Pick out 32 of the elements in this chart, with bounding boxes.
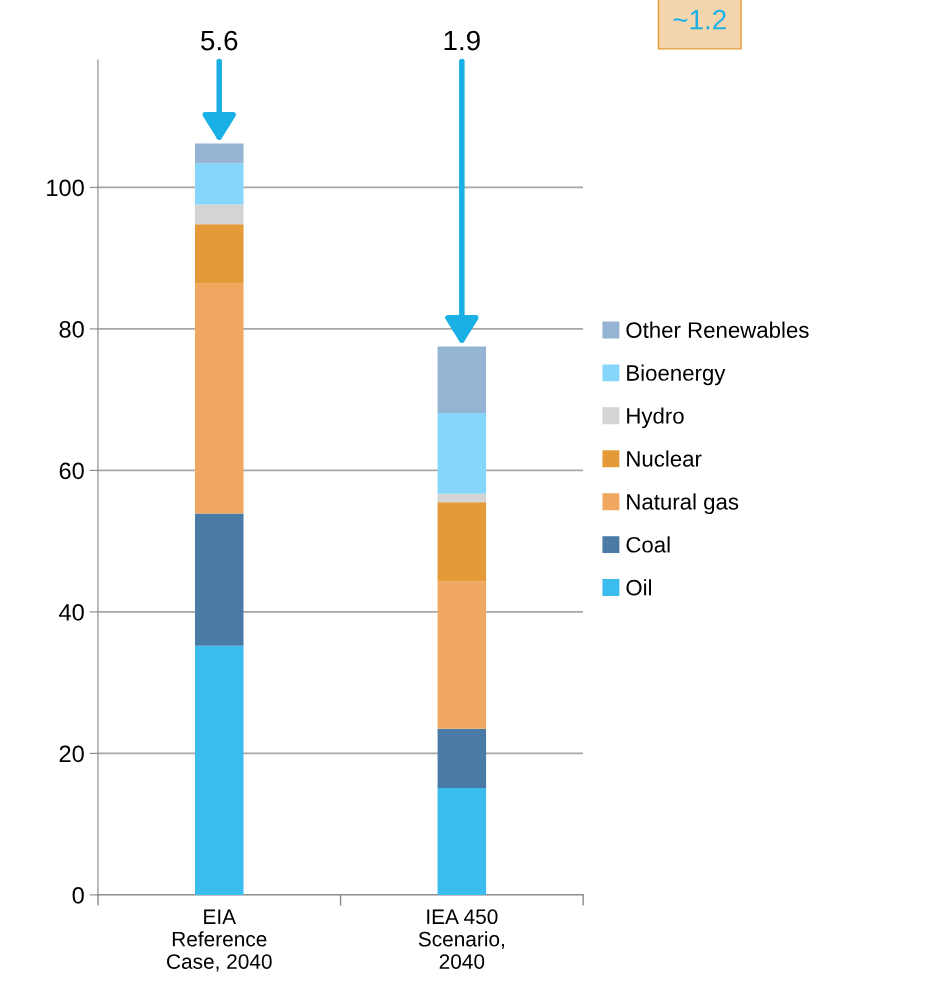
bar xyxy=(195,645,244,895)
bar xyxy=(195,163,244,205)
legend-label: Hydro xyxy=(627,407,684,429)
y-tick-label: 100 xyxy=(47,179,84,197)
bar xyxy=(437,413,487,494)
legend-label: Nuclear xyxy=(627,450,702,467)
annotation: 5.6 xyxy=(201,30,238,51)
x-tick-label: EIA Reference Case, 2040 xyxy=(167,909,272,972)
legend-label: Other Renewables xyxy=(626,321,809,338)
bar xyxy=(437,493,487,503)
bar xyxy=(195,224,244,284)
bar xyxy=(437,346,487,414)
x-tick-label: IEA 450 Scenario, 2040 xyxy=(418,909,504,969)
bar xyxy=(195,204,244,225)
legend-label: Natural gas xyxy=(627,493,739,515)
bar xyxy=(437,502,487,582)
y-tick-label: 20 xyxy=(59,745,84,763)
bar xyxy=(195,143,244,164)
y-tick-label: 0 xyxy=(72,886,84,904)
annotation: 1.9 xyxy=(444,30,480,51)
y-tick-label: 40 xyxy=(59,603,84,621)
bar xyxy=(437,581,487,729)
bar xyxy=(195,513,244,646)
bar xyxy=(437,728,487,789)
legend-label: Oil xyxy=(626,579,652,596)
legend-label: Coal xyxy=(626,536,670,553)
bar xyxy=(437,788,487,895)
text: ~1.2 xyxy=(673,9,726,30)
bar xyxy=(195,283,244,514)
y-tick-label: 60 xyxy=(59,462,84,480)
legend-label: Bioenergy xyxy=(627,364,726,386)
y-tick-label: 80 xyxy=(59,320,84,338)
